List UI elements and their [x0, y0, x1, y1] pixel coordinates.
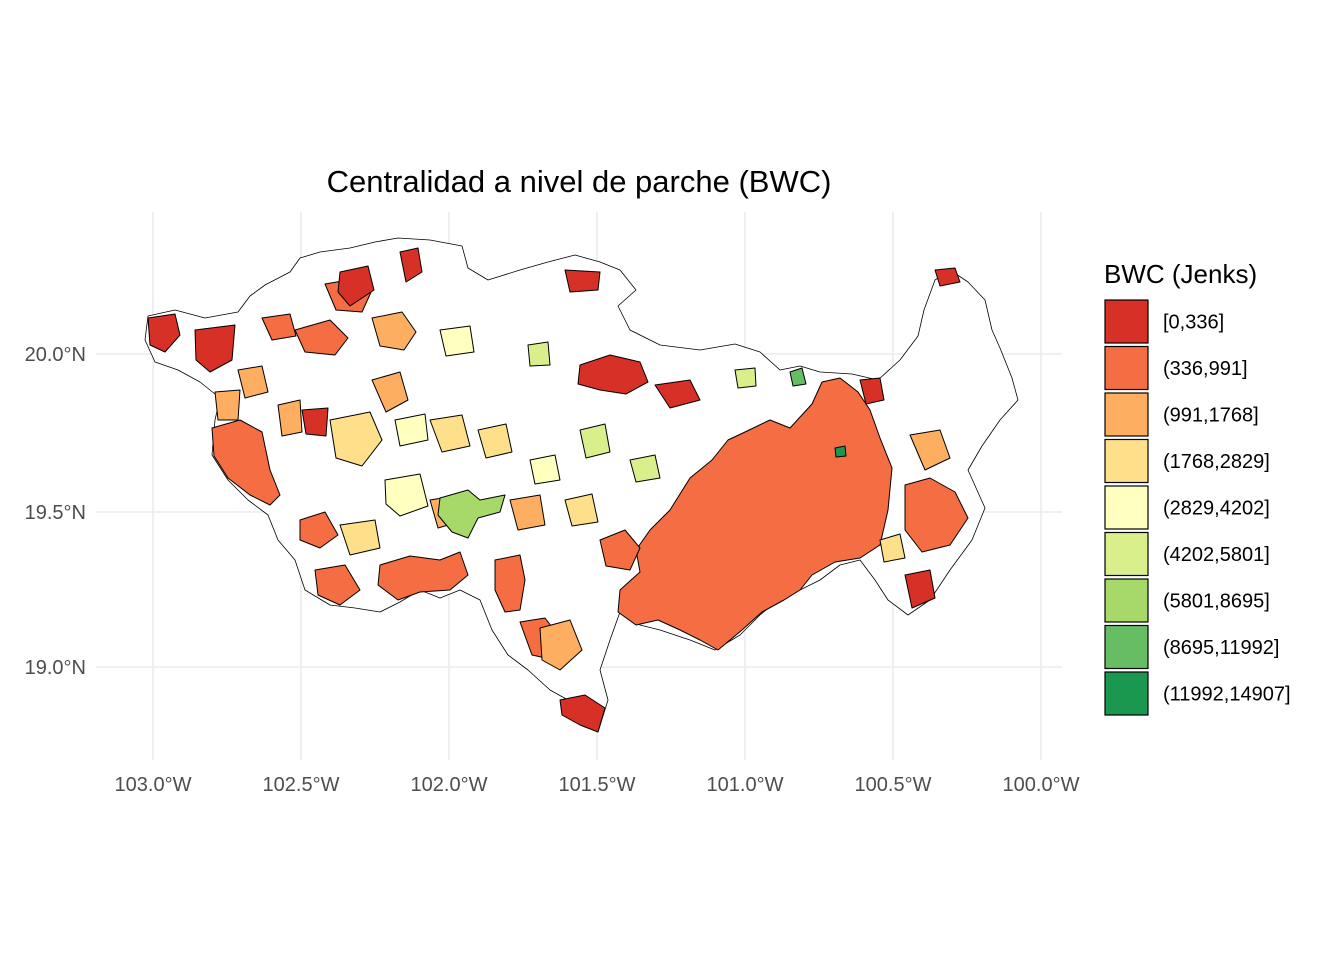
patch	[237, 365, 269, 399]
patch	[329, 411, 383, 467]
y-axis: 20.0°N 19.5°N 19.0°N	[25, 344, 86, 679]
patch	[564, 493, 599, 527]
patch	[577, 354, 649, 395]
patch	[494, 554, 526, 613]
legend-swatch	[1104, 531, 1149, 577]
patch	[337, 265, 375, 307]
patch	[529, 454, 561, 485]
patch	[859, 377, 885, 405]
patch	[147, 313, 181, 353]
legend-swatch	[1104, 438, 1149, 484]
legend-swatch	[1104, 392, 1149, 437]
patch	[214, 389, 241, 421]
patch	[654, 379, 701, 409]
patch	[904, 477, 969, 553]
patch	[294, 319, 349, 356]
patch	[904, 569, 936, 609]
legend-label: (2829,4202]	[1163, 498, 1270, 520]
patch	[339, 519, 381, 556]
patch	[314, 564, 361, 606]
patch	[934, 267, 961, 287]
patch	[477, 423, 513, 459]
legend: BWC (Jenks) [0,336] (336,991] (991,1768] (1…	[1104, 259, 1291, 716]
patch	[394, 413, 429, 447]
x-tick-label: 102.0°W	[411, 774, 488, 796]
legend-title: BWC (Jenks)	[1104, 259, 1257, 289]
legend-swatch	[1104, 345, 1149, 391]
study-area-outline	[144, 237, 1019, 733]
patch	[299, 511, 339, 549]
patch	[629, 454, 661, 483]
patch	[371, 311, 417, 351]
legend-label: (991,1768]	[1163, 405, 1259, 427]
patch	[384, 473, 429, 517]
patch	[834, 445, 847, 458]
patch	[377, 551, 469, 601]
patch	[579, 423, 611, 459]
legend-swatch	[1104, 624, 1149, 670]
legend-swatch	[1104, 578, 1149, 623]
x-tick-label: 101.0°W	[707, 774, 784, 796]
patch	[194, 324, 236, 373]
patch	[734, 367, 757, 389]
legend-label: (1768,2829]	[1163, 451, 1270, 473]
x-tick-label: 100.5°W	[855, 774, 932, 796]
legend-label: (5801,8695]	[1163, 591, 1270, 613]
patch	[559, 694, 606, 733]
patch	[564, 269, 601, 293]
patch	[429, 414, 471, 453]
patch	[617, 377, 893, 651]
patch	[539, 619, 583, 671]
patch	[301, 407, 329, 437]
x-axis: 103.0°W 102.5°W 102.0°W 101.5°W 101.0°W …	[115, 774, 1080, 796]
patch	[399, 247, 423, 283]
legend-label: [0,336]	[1163, 312, 1224, 334]
legend-swatch	[1104, 671, 1149, 716]
y-tick-label: 19.0°N	[25, 657, 86, 679]
legend-swatch	[1104, 485, 1149, 530]
map-title: Centralidad a nivel de parche (BWC)	[327, 164, 832, 199]
x-tick-label: 103.0°W	[115, 774, 192, 796]
legend-label: (4202,5801]	[1163, 544, 1270, 566]
patch	[261, 313, 297, 341]
patch	[437, 489, 506, 539]
patch	[909, 429, 951, 471]
patch	[277, 399, 303, 437]
patch	[527, 341, 551, 367]
x-tick-label: 102.5°W	[263, 774, 340, 796]
patch	[371, 371, 409, 413]
patch	[789, 367, 807, 387]
legend-label: (11992,14907]	[1163, 684, 1291, 706]
patch	[599, 529, 641, 571]
legend-swatch	[1104, 299, 1149, 344]
patch	[509, 494, 546, 531]
patch	[211, 419, 281, 506]
x-tick-label: 101.5°W	[559, 774, 636, 796]
patch	[439, 325, 475, 357]
y-tick-label: 20.0°N	[25, 344, 86, 366]
patch-layer	[147, 247, 969, 733]
legend-label: (8695,11992]	[1163, 637, 1279, 659]
legend-label: (336,991]	[1163, 358, 1248, 380]
patch	[879, 533, 906, 563]
x-tick-label: 100.0°W	[1003, 774, 1080, 796]
y-tick-label: 19.5°N	[25, 502, 86, 524]
